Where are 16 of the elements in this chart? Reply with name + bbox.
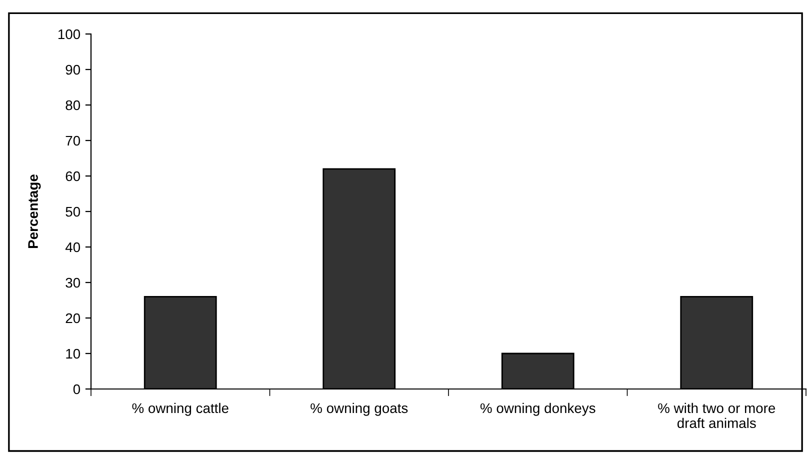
y-axis-title: Percentage	[28, 174, 41, 248]
y-tick-label: 10	[66, 348, 80, 359]
y-tick-label: 70	[66, 136, 80, 146]
y-tick-label: 80	[66, 100, 80, 110]
y-tick-label: 20	[66, 313, 80, 324]
y-tick-label: 30	[66, 278, 80, 288]
y-tick-label: 100	[58, 29, 80, 40]
y-tick-label: 90	[66, 64, 80, 75]
y-tick-label: 50	[66, 206, 80, 217]
x-tick-label: % with two or more draft animals	[658, 402, 776, 428]
x-tick-label: % owning cattle	[132, 402, 228, 416]
x-tick-label: % owning goats	[310, 402, 408, 416]
x-tick-label: % owning donkeys	[480, 402, 596, 416]
y-tick-label: 0	[73, 384, 80, 394]
y-tick-label: 60	[66, 171, 80, 182]
y-tick-label: 40	[65, 242, 80, 252]
